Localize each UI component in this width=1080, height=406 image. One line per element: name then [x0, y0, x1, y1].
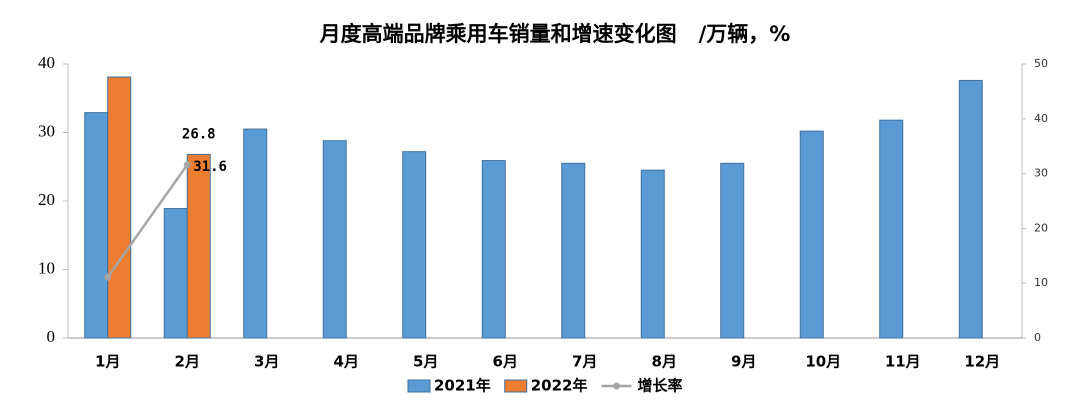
y2-tick-label: 10 [1034, 276, 1048, 289]
data-label: 26.8 [182, 126, 216, 142]
legend-label: 2022年 [531, 377, 588, 395]
legend-marker [613, 382, 620, 390]
x-tick-label: 5月 [413, 353, 438, 371]
bar [163, 208, 188, 339]
legend-label: 2021年 [434, 377, 491, 395]
x-tick-label: 7月 [572, 353, 597, 371]
bar [958, 79, 983, 339]
legend-marker [504, 379, 528, 393]
bar [481, 160, 506, 339]
x-tick-label: 4月 [334, 353, 359, 371]
line [106, 164, 189, 278]
bar [640, 169, 665, 339]
x-tick-label: 6月 [493, 353, 518, 371]
bar [243, 128, 268, 339]
y-tick-label: 40 [38, 53, 55, 72]
y-tick-label: 20 [38, 190, 55, 209]
x-tick-label: 1月 [95, 353, 120, 371]
y-tick-label: 10 [38, 258, 55, 277]
y2-tick-label: 40 [1034, 112, 1048, 125]
bar [322, 140, 347, 339]
line-point [183, 161, 191, 169]
x-tick-label: 2月 [175, 353, 200, 371]
x-tick-label: 10月 [805, 353, 841, 371]
bar [720, 162, 745, 339]
bar [402, 151, 427, 339]
data-label: 31.6 [193, 159, 227, 175]
x-tick-label: 9月 [731, 353, 756, 371]
bar [799, 130, 824, 339]
y-tick-label: 0 [47, 327, 56, 346]
chart-title: 月度高端品牌乘用车销量和增速变化图 /万辆，% [319, 22, 791, 46]
y2-tick-label: 30 [1034, 167, 1048, 180]
y2-tick-label: 0 [1034, 331, 1041, 344]
bar [84, 112, 109, 339]
x-tick-label: 11月 [885, 353, 921, 371]
x-tick-label: 8月 [652, 353, 677, 371]
y-tick-label: 30 [38, 121, 55, 140]
legend-label: 增长率 [638, 377, 683, 395]
y2-tick-label: 50 [1034, 57, 1048, 70]
x-tick-label: 3月 [254, 353, 279, 371]
bar [561, 162, 586, 339]
line-point [104, 273, 112, 281]
y2-tick-label: 20 [1034, 221, 1048, 234]
bar [186, 153, 211, 339]
legend-marker [407, 379, 431, 393]
x-tick-label: 12月 [964, 353, 1000, 371]
bar [879, 119, 904, 339]
bar [107, 76, 132, 339]
